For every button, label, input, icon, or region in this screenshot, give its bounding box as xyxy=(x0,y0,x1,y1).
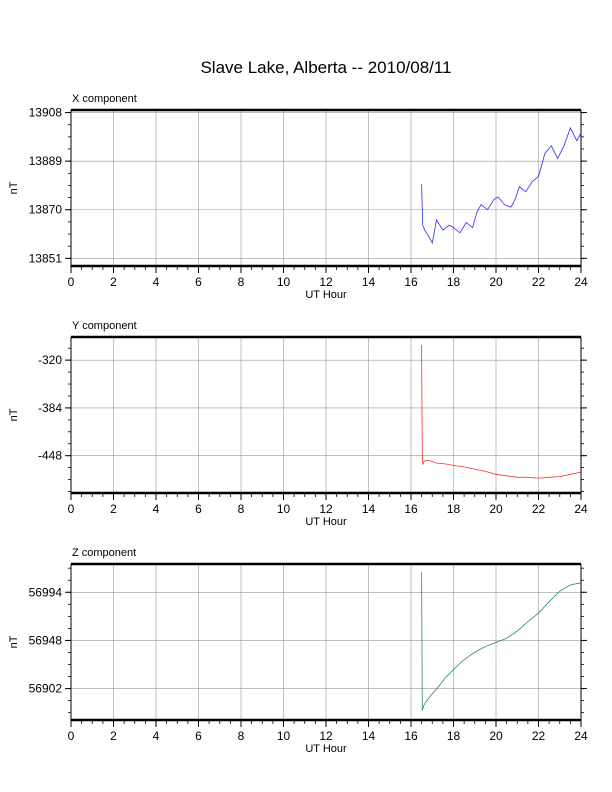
panel-1-x-tick-label: 0 xyxy=(68,502,75,516)
panel-2-x-tick-label: 10 xyxy=(277,729,291,743)
panel-1-y-tick-label: -384 xyxy=(38,401,62,415)
panel-1-x-tick-label: 2 xyxy=(110,502,117,516)
panel-1-y-tick-label: -320 xyxy=(38,353,62,367)
panel-2-x-tick-label: 0 xyxy=(68,729,75,743)
panel-0-y-tick-label: 13851 xyxy=(29,251,63,265)
panel-2-x-tick-label: 20 xyxy=(489,729,503,743)
panel-1-x-tick-label: 10 xyxy=(277,502,291,516)
panel-1-x-tick-label: 16 xyxy=(404,502,418,516)
panel-2-x-tick-label: 2 xyxy=(110,729,117,743)
panel-2-x-tick-label: 24 xyxy=(574,729,588,743)
panel-0-x-tick-label: 10 xyxy=(277,275,291,289)
panel-2-y-tick-label: 56994 xyxy=(29,585,63,599)
panel-0-x-tick-label: 14 xyxy=(362,275,376,289)
panel-1-title: Y component xyxy=(72,320,137,332)
panel-2-x-tick-label: 14 xyxy=(362,729,376,743)
panel-0-x-tick-label: 0 xyxy=(68,275,75,289)
panel-1-x-tick-label: 6 xyxy=(195,502,202,516)
panel-1-xlabel: UT Hour xyxy=(305,516,347,528)
panel-2-x-tick-label: 12 xyxy=(319,729,333,743)
panel-0-title: X component xyxy=(72,93,137,105)
panel-0-x-tick-label: 16 xyxy=(404,275,418,289)
panel-0-x-tick-label: 6 xyxy=(195,275,202,289)
panel-1-ylabel: nT xyxy=(8,408,20,421)
panel-0-y-tick-label: 13889 xyxy=(29,154,63,168)
panel-1-series-line xyxy=(421,345,582,479)
panel-0-ylabel: nT xyxy=(8,181,20,194)
panel-1-y-tick-label: -448 xyxy=(38,449,62,463)
panel-2-ylabel: nT xyxy=(8,635,20,648)
panel-2-title: Z component xyxy=(72,547,136,559)
panel-1-x-tick-label: 22 xyxy=(532,502,546,516)
panel-1-x-tick-label: 24 xyxy=(574,502,588,516)
panel-2-x-tick-label: 8 xyxy=(238,729,245,743)
panel-2-x-tick-label: 6 xyxy=(195,729,202,743)
panel-2-x-tick-label: 18 xyxy=(447,729,461,743)
panel-2-x-tick-label: 16 xyxy=(404,729,418,743)
panel-2-y-tick-label: 56948 xyxy=(29,633,63,647)
panel-0-series-line xyxy=(421,126,582,245)
panel-0-y-tick-label: 13870 xyxy=(29,203,63,217)
panel-0-x-tick-label: 20 xyxy=(489,275,503,289)
panel-0-x-tick-label: 24 xyxy=(574,275,588,289)
panel-1-x-tick-label: 8 xyxy=(238,502,245,516)
panel-2-series-line xyxy=(421,572,582,711)
panel-2-x-tick-label: 4 xyxy=(153,729,160,743)
panel-1-x-tick-label: 4 xyxy=(153,502,160,516)
panel-0-x-tick-label: 22 xyxy=(532,275,546,289)
panel-0-xlabel: UT Hour xyxy=(305,289,347,301)
panel-1-x-tick-label: 12 xyxy=(319,502,333,516)
panel-1-x-tick-label: 14 xyxy=(362,502,376,516)
page-title: Slave Lake, Alberta -- 2010/08/11 xyxy=(200,58,452,77)
panel-0-y-tick-label: 13908 xyxy=(29,106,63,120)
panel-2-xlabel: UT Hour xyxy=(305,743,347,755)
panel-0-x-tick-label: 4 xyxy=(153,275,160,289)
panel-1-x-tick-label: 18 xyxy=(447,502,461,516)
panel-2-y-tick-label: 56902 xyxy=(29,682,63,696)
panel-0-x-tick-label: 2 xyxy=(110,275,117,289)
panel-1-x-tick-label: 20 xyxy=(489,502,503,516)
panel-0-x-tick-label: 8 xyxy=(238,275,245,289)
panel-2-x-tick-label: 22 xyxy=(532,729,546,743)
panel-0-x-tick-label: 12 xyxy=(319,275,333,289)
panel-0-x-tick-label: 18 xyxy=(447,275,461,289)
